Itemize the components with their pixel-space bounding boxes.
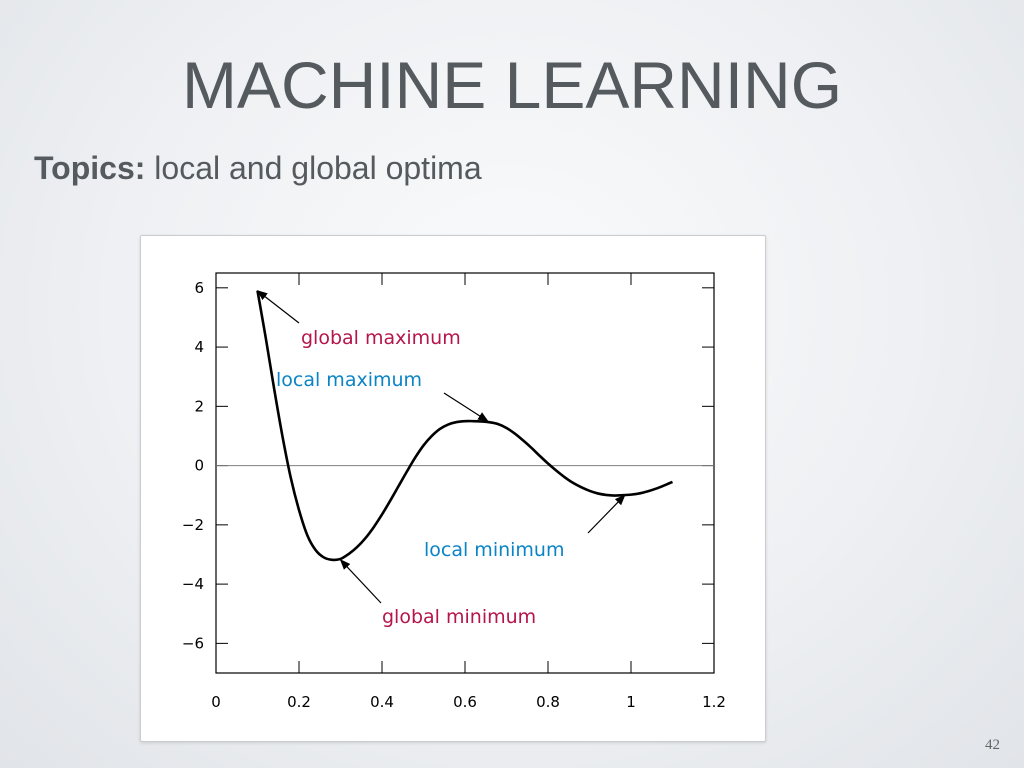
annotation-arrow bbox=[256, 290, 300, 324]
x-tick-label: 0 bbox=[211, 693, 221, 711]
annotation-label: global maximum bbox=[301, 327, 461, 349]
y-tick-label: 6 bbox=[194, 279, 204, 297]
data-curve bbox=[256, 290, 674, 562]
topics-text: local and global optima bbox=[154, 150, 482, 186]
annotation-arrow bbox=[443, 392, 489, 422]
page-number: 42 bbox=[985, 737, 1000, 753]
y-axis: 6 4 2 0 −2 −4 −6 bbox=[182, 279, 714, 652]
y-tick-label: 0 bbox=[194, 457, 204, 475]
y-tick-label: −2 bbox=[182, 516, 204, 534]
x-axis: 0 0.2 0.4 0.6 0.8 1 1.2 bbox=[211, 273, 726, 711]
annotation-label: local minimum bbox=[424, 539, 564, 561]
topics-line: Topics: local and global optima bbox=[34, 150, 482, 187]
y-tick-label: −6 bbox=[182, 634, 204, 652]
chart-frame: 0 0.2 0.4 0.6 0.8 1 1.2 6 4 2 0 −2 −4 −6 global maxi… bbox=[140, 235, 766, 742]
annotation-label: global minimum bbox=[382, 606, 536, 628]
x-tick-label: 0.8 bbox=[536, 693, 560, 711]
annotation-arrow bbox=[587, 494, 626, 534]
x-tick-label: 0.2 bbox=[287, 693, 311, 711]
x-tick-label: 0.4 bbox=[370, 693, 394, 711]
x-tick-label: 0.6 bbox=[453, 693, 477, 711]
x-tick-label: 1 bbox=[626, 693, 636, 711]
annotation-arrow bbox=[339, 559, 382, 604]
annotation-label: local maximum bbox=[276, 369, 422, 391]
y-tick-label: −4 bbox=[182, 575, 204, 593]
y-tick-label: 2 bbox=[194, 397, 204, 415]
x-tick-label: 1.2 bbox=[702, 693, 726, 711]
chart-svg: 0 0.2 0.4 0.6 0.8 1 1.2 6 4 2 0 −2 −4 −6 global maxi… bbox=[182, 272, 726, 711]
y-tick-label: 4 bbox=[194, 338, 204, 356]
slide-title: MACHINE LEARNING bbox=[181, 48, 843, 122]
annotations: global maximum local maximum local minimum… bbox=[256, 290, 626, 628]
topics-label: Topics: bbox=[34, 150, 146, 186]
